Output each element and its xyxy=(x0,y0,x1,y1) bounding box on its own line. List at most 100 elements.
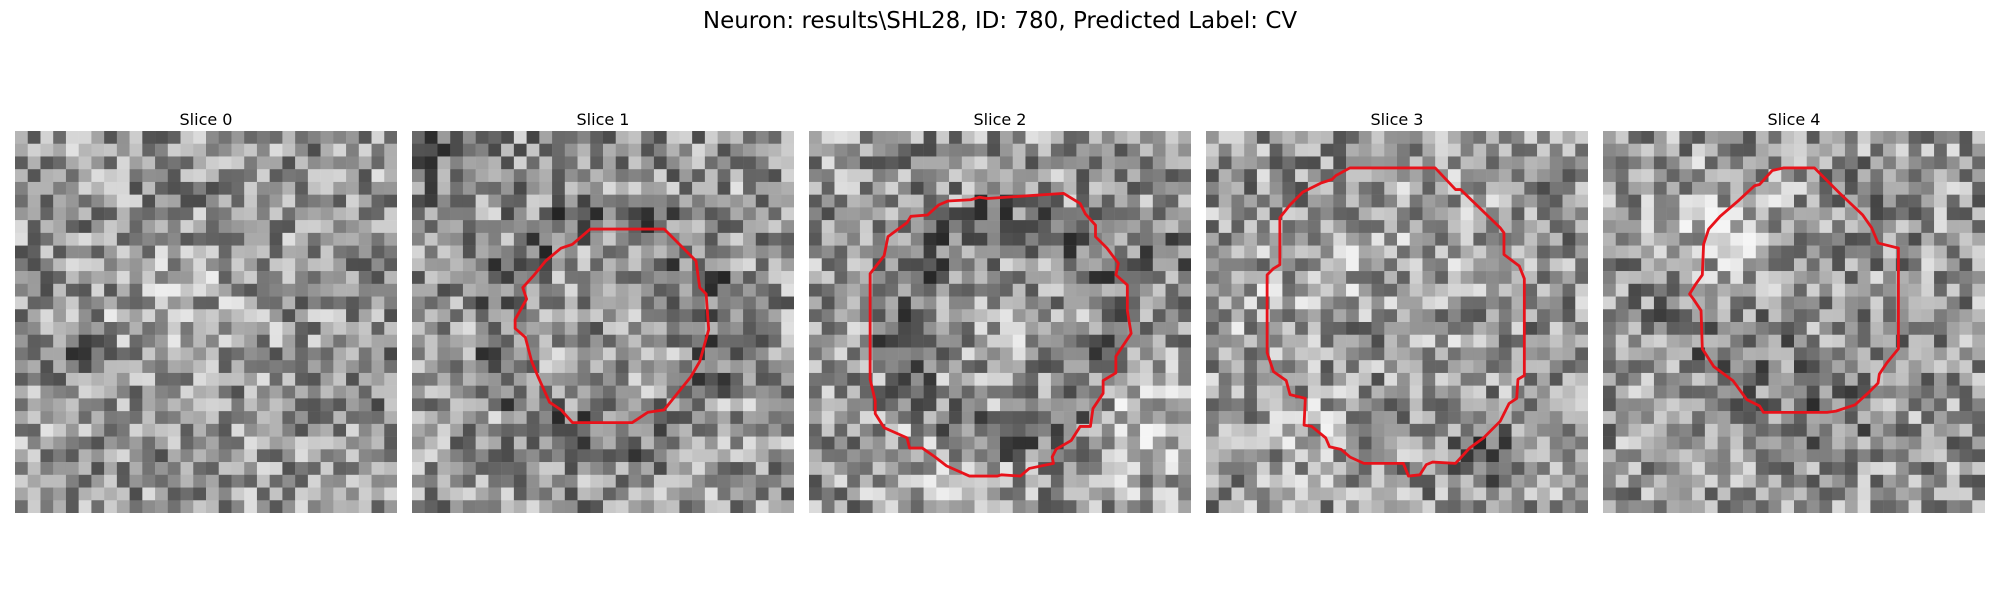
slice-pixel xyxy=(1178,309,1191,323)
slice-pixel xyxy=(526,156,540,170)
slice-pixel xyxy=(1050,220,1064,234)
slice-pixel xyxy=(269,347,283,361)
slice-pixel xyxy=(384,474,397,488)
slice-pixel xyxy=(1857,372,1871,386)
slice-pixel xyxy=(1844,181,1858,195)
slice-pixel xyxy=(1959,232,1973,246)
slice-pixel xyxy=(371,245,385,259)
slice-pixel xyxy=(1628,423,1642,437)
slice-pixel xyxy=(358,347,372,361)
slice-pixel xyxy=(1704,334,1718,348)
slice-0-image xyxy=(15,131,397,513)
slice-pixel xyxy=(1152,385,1166,399)
slice-pixel xyxy=(1679,296,1693,310)
slice-pixel xyxy=(320,181,334,195)
slice-pixel xyxy=(1908,462,1922,476)
slice-pixel xyxy=(910,385,924,399)
slice-pixel xyxy=(1384,309,1398,323)
slice-pixel xyxy=(346,334,360,348)
slice-pixel xyxy=(269,258,283,272)
slice-pixel xyxy=(371,194,385,208)
slice-pixel xyxy=(743,271,757,285)
slice-pixel xyxy=(1666,309,1680,323)
slice-pixel xyxy=(218,156,232,170)
slice-pixel xyxy=(1473,500,1487,513)
slice-pixel xyxy=(1089,194,1103,208)
slice-pixel xyxy=(1908,309,1922,323)
slice-pixel xyxy=(974,245,988,259)
slice-pixel xyxy=(1473,385,1487,399)
slice-pixel xyxy=(847,143,861,157)
slice-pixel xyxy=(628,372,642,386)
slice-pixel xyxy=(1819,194,1833,208)
slice-pixel xyxy=(1549,169,1563,183)
slice-pixel xyxy=(1282,181,1296,195)
slice-pixel xyxy=(129,372,143,386)
slice-pixel xyxy=(1114,474,1128,488)
slice-pixel xyxy=(1730,322,1744,335)
slice-pixel xyxy=(1076,143,1090,157)
slice-pixel xyxy=(768,411,782,425)
slice-pixel xyxy=(1832,283,1846,297)
slice-pixel xyxy=(987,449,1001,463)
slice-pixel xyxy=(1050,372,1064,386)
slice-pixel xyxy=(781,131,794,144)
slice-pixel xyxy=(307,360,321,374)
slice-pixel xyxy=(1498,181,1512,195)
slice-pixel xyxy=(1140,423,1154,437)
slice-pixel xyxy=(1806,423,1820,437)
slice-pixel xyxy=(1628,220,1642,234)
slice-pixel xyxy=(142,232,156,246)
slice-pixel xyxy=(295,322,309,335)
slice-pixel xyxy=(603,131,616,144)
slice-pixel xyxy=(1000,462,1013,476)
slice-pixel xyxy=(320,296,334,310)
slice-pixel xyxy=(450,347,464,361)
slice-pixel xyxy=(1768,500,1782,513)
slice-pixel xyxy=(1549,372,1563,386)
slice-pixel xyxy=(834,372,848,386)
slice-pixel xyxy=(847,436,861,450)
slice-pixel xyxy=(1358,500,1372,513)
slice-pixel xyxy=(910,500,924,513)
slice-pixel xyxy=(346,131,360,144)
slice-pixel xyxy=(1934,398,1948,412)
slice-pixel xyxy=(1127,131,1141,144)
slice-pixel xyxy=(898,500,912,513)
slice-pixel xyxy=(244,487,258,501)
slice-pixel xyxy=(1307,220,1321,234)
slice-pixel xyxy=(1628,131,1642,144)
slice-pixel xyxy=(371,360,385,374)
slice-pixel xyxy=(1870,296,1884,310)
slice-pixel xyxy=(936,334,950,348)
slice-pixel xyxy=(1575,296,1588,310)
slice-pixel xyxy=(809,245,822,259)
slice-pixel xyxy=(1447,232,1461,246)
slice-pixel xyxy=(1498,194,1512,208)
slice-pixel xyxy=(206,220,219,234)
slice-pixel xyxy=(307,296,321,310)
slice-pixel xyxy=(692,156,706,170)
slice-pixel xyxy=(1524,258,1538,272)
slice-pixel xyxy=(564,449,578,463)
slice-pixel xyxy=(1781,360,1795,374)
slice-pixel xyxy=(539,411,553,425)
slice-pixel xyxy=(1743,334,1757,348)
slice-pixel xyxy=(834,131,848,144)
slice-pixel xyxy=(167,309,181,323)
slice-pixel xyxy=(450,258,464,272)
slice-pixel xyxy=(1178,322,1191,335)
slice-pixel xyxy=(1641,449,1655,463)
slice-pixel xyxy=(526,334,540,348)
slice-pixel xyxy=(1628,322,1642,335)
slice-pixel xyxy=(1666,487,1680,501)
slice-pixel xyxy=(488,181,502,195)
slice-pixel xyxy=(1063,232,1077,246)
slice-pixel xyxy=(1603,423,1616,437)
slice-pixel xyxy=(155,500,169,513)
slice-pixel xyxy=(628,258,642,272)
slice-1-image xyxy=(412,131,794,513)
slice-pixel xyxy=(1921,181,1935,195)
slice-pixel xyxy=(898,245,912,259)
slice-pixel xyxy=(1641,220,1655,234)
